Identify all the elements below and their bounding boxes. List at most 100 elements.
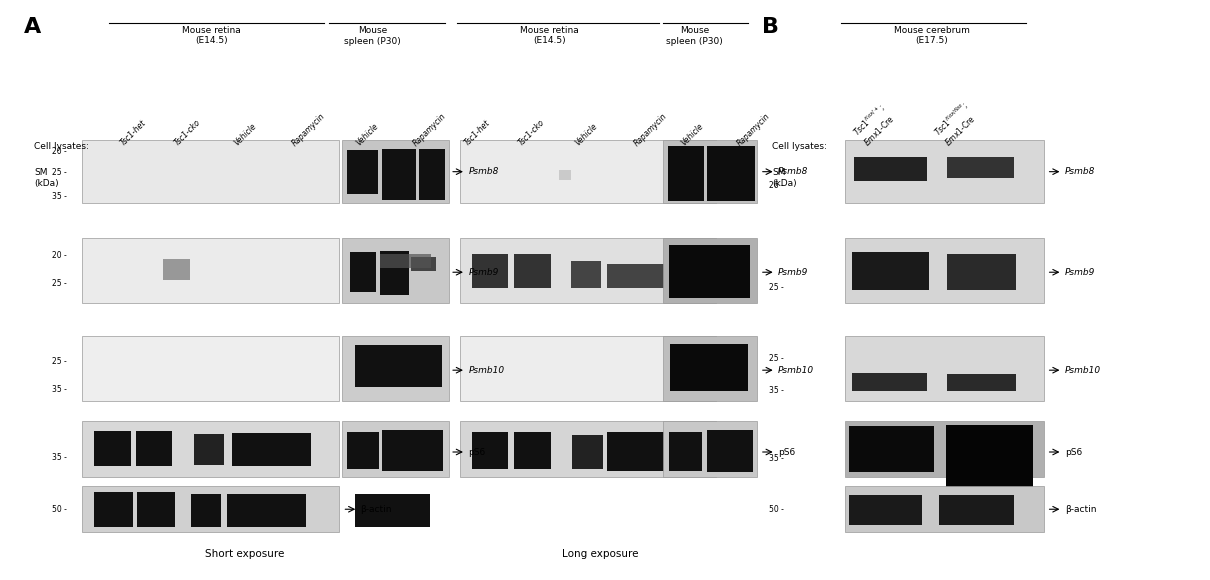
Bar <box>227 494 306 527</box>
Text: 35 -: 35 - <box>52 385 67 394</box>
Bar <box>852 373 927 391</box>
Text: Vehicle: Vehicle <box>232 122 258 148</box>
Bar <box>136 432 172 466</box>
Text: Mouse retina
(E14.5): Mouse retina (E14.5) <box>183 26 241 45</box>
Text: A: A <box>24 17 41 37</box>
Bar <box>947 157 1014 178</box>
Text: Psmb8: Psmb8 <box>1065 167 1095 176</box>
Bar <box>191 494 221 527</box>
Text: Rapamycin: Rapamycin <box>633 111 669 148</box>
Bar <box>347 150 378 194</box>
Bar <box>571 261 601 288</box>
Text: 20 -: 20 - <box>52 147 67 155</box>
Bar <box>845 238 1044 303</box>
Text: 20 -: 20 - <box>52 252 67 260</box>
Text: Tsc1-het: Tsc1-het <box>463 119 492 148</box>
Text: 25 -: 25 - <box>52 279 67 288</box>
Bar <box>663 238 757 303</box>
Bar <box>94 432 131 466</box>
Bar <box>472 255 508 288</box>
Bar <box>849 495 922 525</box>
Bar <box>460 420 716 477</box>
Text: β-actin: β-actin <box>361 505 392 514</box>
Bar <box>845 420 1044 477</box>
Text: Rapamycin: Rapamycin <box>411 111 448 148</box>
Bar <box>382 430 443 471</box>
Text: Vehicle: Vehicle <box>574 122 599 148</box>
Text: Psmb8: Psmb8 <box>468 167 499 176</box>
Text: 35 -: 35 - <box>770 386 784 396</box>
Bar <box>460 238 716 303</box>
Bar <box>137 492 175 527</box>
Text: 50 -: 50 - <box>770 505 784 514</box>
Bar <box>94 492 133 527</box>
Bar <box>355 345 442 387</box>
Text: Psmb9: Psmb9 <box>778 268 808 277</box>
Text: β-actin: β-actin <box>1065 505 1096 514</box>
Bar <box>663 140 757 203</box>
Bar <box>82 486 339 532</box>
Text: Psmb8: Psmb8 <box>778 167 808 176</box>
Bar <box>194 434 224 465</box>
Bar <box>380 253 431 268</box>
Text: Mouse cerebrum
(E17.5): Mouse cerebrum (E17.5) <box>894 26 969 45</box>
Bar <box>845 140 1044 203</box>
Bar <box>707 430 753 472</box>
Bar <box>849 426 934 472</box>
Text: Psmb9: Psmb9 <box>1065 268 1095 277</box>
Text: Cell lysates:: Cell lysates: <box>34 142 88 151</box>
Text: $Tsc1^{flox/+}$;
$Emx1$-Cre: $Tsc1^{flox/+}$; $Emx1$-Cre <box>851 102 897 148</box>
Text: Psmb10: Psmb10 <box>778 365 814 375</box>
Bar <box>852 252 929 290</box>
Bar <box>82 336 339 401</box>
Bar <box>559 171 571 180</box>
Bar <box>232 433 311 466</box>
Bar <box>607 432 692 471</box>
Bar <box>946 425 1033 490</box>
Bar <box>342 140 449 203</box>
Bar <box>845 336 1044 401</box>
Bar <box>669 432 702 471</box>
Bar <box>382 148 416 200</box>
Bar <box>460 336 716 401</box>
Bar <box>669 245 750 298</box>
Text: $Tsc1^{flox/flox}$;
$Emx1$-Cre: $Tsc1^{flox/flox}$; $Emx1$-Cre <box>932 99 980 148</box>
Text: Psmb10: Psmb10 <box>1065 365 1101 375</box>
Bar <box>347 432 379 469</box>
Bar <box>472 432 508 469</box>
Text: Vehicle: Vehicle <box>680 122 705 148</box>
Bar <box>380 251 409 295</box>
Bar <box>342 336 449 401</box>
Bar <box>947 374 1016 391</box>
Bar <box>419 148 445 200</box>
Bar <box>82 140 339 203</box>
Text: Tsc1-cko: Tsc1-cko <box>517 118 546 148</box>
Text: 35 -: 35 - <box>770 454 784 463</box>
Text: 35 -: 35 - <box>52 452 67 462</box>
Bar <box>82 238 339 303</box>
Bar <box>854 157 927 181</box>
Bar <box>663 336 757 401</box>
Bar <box>607 263 686 288</box>
Text: Rapamycin: Rapamycin <box>736 111 772 148</box>
Text: 25 -: 25 - <box>52 357 67 365</box>
Text: Psmb10: Psmb10 <box>468 365 505 375</box>
Text: Vehicle: Vehicle <box>355 122 380 148</box>
Bar <box>743 146 755 201</box>
Text: Mouse
spleen (P30): Mouse spleen (P30) <box>345 26 401 45</box>
Text: SM
(kDa): SM (kDa) <box>772 168 796 187</box>
Bar <box>572 435 603 469</box>
Bar <box>670 344 748 391</box>
Text: Mouse retina
(E14.5): Mouse retina (E14.5) <box>520 26 578 45</box>
Bar <box>163 259 190 280</box>
Bar <box>460 140 716 203</box>
Text: 50 -: 50 - <box>52 505 67 514</box>
Bar <box>411 256 436 271</box>
Text: 26 -: 26 - <box>770 181 784 190</box>
Text: Mouse
spleen (P30): Mouse spleen (P30) <box>667 26 722 45</box>
Bar <box>707 146 743 201</box>
Text: Tsc1-cko: Tsc1-cko <box>173 118 202 148</box>
Text: 35 -: 35 - <box>52 192 67 201</box>
Bar <box>947 253 1016 290</box>
Bar <box>514 432 551 469</box>
